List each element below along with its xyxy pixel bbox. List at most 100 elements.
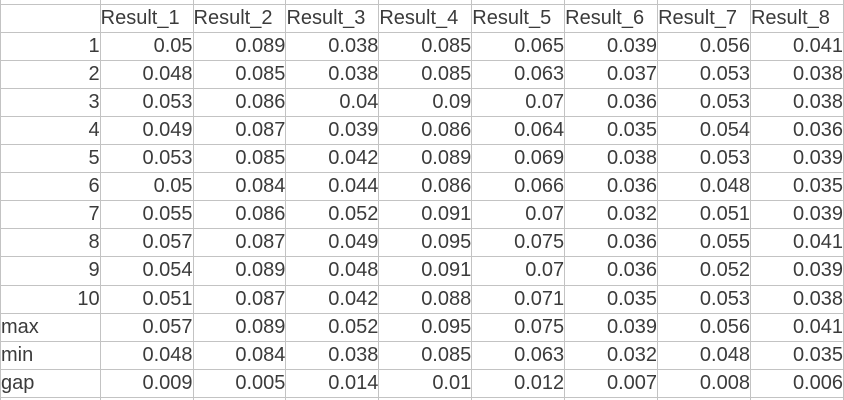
cell[interactable]: 0.048 xyxy=(285,256,380,286)
cell[interactable]: 0.032 xyxy=(564,340,659,370)
cell[interactable]: 0.038 xyxy=(285,31,380,61)
cell[interactable]: 0.041 xyxy=(749,228,844,258)
cell[interactable]: 0.008 xyxy=(657,368,751,398)
cell[interactable]: 0.053 xyxy=(99,87,194,117)
cell[interactable]: 0.053 xyxy=(657,144,751,174)
row-label[interactable]: 5 xyxy=(0,144,101,174)
column-header[interactable]: Result_7 xyxy=(657,3,751,33)
column-header[interactable]: Result_5 xyxy=(471,3,566,33)
cell[interactable]: 0.035 xyxy=(564,284,659,314)
cell[interactable]: 0.084 xyxy=(192,340,287,370)
cell[interactable]: 0.042 xyxy=(285,284,380,314)
cell[interactable]: 0.048 xyxy=(99,340,194,370)
cell[interactable]: 0.057 xyxy=(99,312,194,342)
cell[interactable]: 0.048 xyxy=(657,340,751,370)
cell[interactable]: 0.032 xyxy=(564,200,659,230)
column-header[interactable]: Result_8 xyxy=(749,3,844,33)
cell[interactable]: 0.065 xyxy=(471,31,566,61)
cell[interactable]: 0.053 xyxy=(99,144,194,174)
cell[interactable]: 0.086 xyxy=(378,115,473,146)
cell[interactable]: 0.01 xyxy=(378,368,473,398)
cell[interactable]: 0.09 xyxy=(378,87,473,117)
cell[interactable]: 0.075 xyxy=(471,312,566,342)
cell[interactable]: 0.053 xyxy=(657,87,751,117)
row-label[interactable]: 9 xyxy=(0,256,101,286)
cell[interactable]: 0.086 xyxy=(378,172,473,202)
cell[interactable]: 0.048 xyxy=(99,59,194,89)
cell[interactable]: 0.087 xyxy=(192,228,287,258)
column-header[interactable]: Result_3 xyxy=(285,3,380,33)
cell[interactable]: 0.05 xyxy=(99,172,194,202)
cell[interactable]: 0.089 xyxy=(192,31,287,61)
cell[interactable]: 0.037 xyxy=(564,59,659,89)
cell[interactable]: 0.089 xyxy=(192,256,287,286)
cell[interactable]: 0.064 xyxy=(471,115,566,146)
row-label[interactable]: 4 xyxy=(0,115,101,146)
cell[interactable]: 0.071 xyxy=(471,284,566,314)
cell[interactable]: 0.009 xyxy=(99,368,194,398)
cell[interactable]: 0.087 xyxy=(192,284,287,314)
column-header[interactable]: Result_2 xyxy=(192,3,287,33)
row-label[interactable]: 3 xyxy=(0,87,101,117)
cell[interactable]: 0.007 xyxy=(564,368,659,398)
cell[interactable]: 0.055 xyxy=(99,200,194,230)
cell[interactable]: 0.085 xyxy=(378,59,473,89)
row-label[interactable]: 2 xyxy=(0,59,101,89)
cell[interactable]: 0.085 xyxy=(192,144,287,174)
cell[interactable]: 0.039 xyxy=(564,312,659,342)
cell[interactable]: 0.014 xyxy=(285,368,380,398)
cell[interactable]: 0.085 xyxy=(378,31,473,61)
row-label[interactable]: min xyxy=(0,340,101,370)
cell[interactable]: 0.038 xyxy=(749,87,844,117)
cell[interactable]: 0.095 xyxy=(378,228,473,258)
cell[interactable]: 0.048 xyxy=(657,172,751,202)
cell[interactable]: 0.04 xyxy=(285,87,380,117)
cell[interactable]: 0.054 xyxy=(657,115,751,146)
cell[interactable]: 0.006 xyxy=(749,368,844,398)
cell[interactable]: 0.052 xyxy=(285,312,380,342)
cell[interactable]: 0.089 xyxy=(378,144,473,174)
cell[interactable]: 0.051 xyxy=(99,284,194,314)
cell[interactable]: 0.035 xyxy=(749,340,844,370)
cell[interactable]: 0.075 xyxy=(471,228,566,258)
cell[interactable]: 0.053 xyxy=(657,59,751,89)
cell[interactable]: 0.054 xyxy=(99,256,194,286)
cell[interactable]: 0.087 xyxy=(192,115,287,146)
cell[interactable]: 0.085 xyxy=(192,59,287,89)
cell[interactable]: 0.057 xyxy=(99,228,194,258)
cell[interactable]: 0.041 xyxy=(749,312,844,342)
cell[interactable]: 0.012 xyxy=(471,368,566,398)
cell[interactable]: 0.063 xyxy=(471,59,566,89)
cell[interactable]: 0.07 xyxy=(471,87,566,117)
cell[interactable]: 0.084 xyxy=(192,172,287,202)
cell[interactable]: 0.035 xyxy=(749,172,844,202)
cell[interactable]: 0.038 xyxy=(285,59,380,89)
row-label[interactable]: 6 xyxy=(0,172,101,202)
cell[interactable]: 0.056 xyxy=(657,312,751,342)
cell[interactable]: 0.086 xyxy=(192,200,287,230)
cell[interactable]: 0.036 xyxy=(749,115,844,146)
column-header[interactable]: Result_4 xyxy=(378,3,473,33)
cell[interactable]: 0.085 xyxy=(378,340,473,370)
cell[interactable]: 0.038 xyxy=(285,340,380,370)
cell[interactable]: 0.038 xyxy=(564,144,659,174)
cell[interactable]: 0.091 xyxy=(378,256,473,286)
cell[interactable]: 0.051 xyxy=(657,200,751,230)
cell[interactable]: 0.091 xyxy=(378,200,473,230)
cell[interactable]: 0.036 xyxy=(564,87,659,117)
cell[interactable]: 0.042 xyxy=(285,144,380,174)
cell[interactable]: 0.041 xyxy=(749,31,844,61)
cell[interactable]: 0.052 xyxy=(285,200,380,230)
cell[interactable]: 0.086 xyxy=(192,87,287,117)
column-header[interactable]: Result_6 xyxy=(564,3,659,33)
cell[interactable]: 0.044 xyxy=(285,172,380,202)
cell[interactable]: 0.095 xyxy=(378,312,473,342)
cell[interactable]: 0.049 xyxy=(99,115,194,146)
cell[interactable]: 0.05 xyxy=(99,31,194,61)
cell[interactable]: 0.052 xyxy=(657,256,751,286)
cell[interactable]: 0.039 xyxy=(749,200,844,230)
cell[interactable]: 0.066 xyxy=(471,172,566,202)
corner-cell[interactable] xyxy=(0,3,101,33)
row-label[interactable]: max xyxy=(0,312,101,342)
cell[interactable]: 0.036 xyxy=(564,228,659,258)
